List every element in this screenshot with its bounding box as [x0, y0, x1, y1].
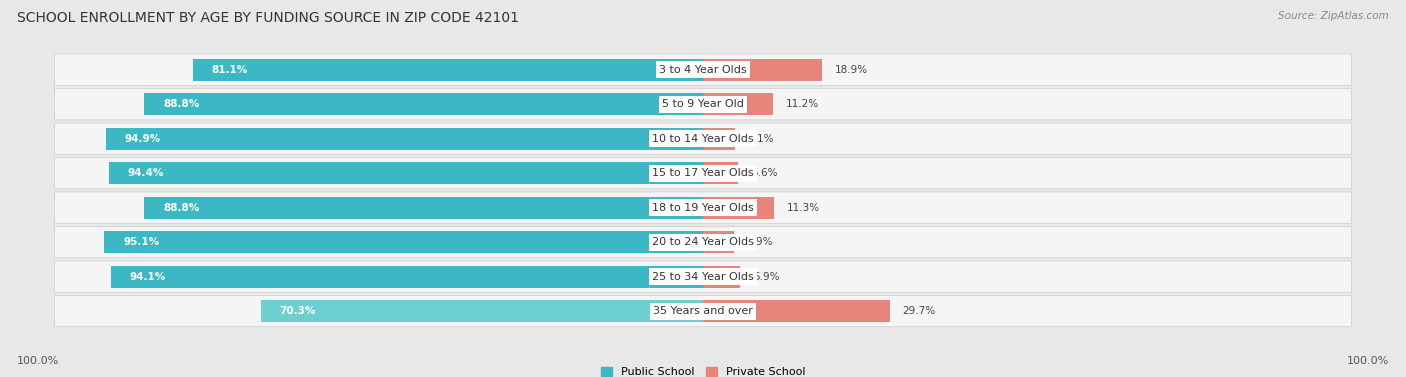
Text: 20 to 24 Year Olds: 20 to 24 Year Olds [652, 237, 754, 247]
Bar [104, 231, 703, 253]
Text: 35 Years and over: 35 Years and over [652, 306, 754, 316]
Text: 94.4%: 94.4% [128, 168, 165, 178]
Bar [145, 197, 703, 219]
Bar [703, 59, 823, 81]
Text: 94.9%: 94.9% [125, 134, 160, 144]
Bar [260, 300, 703, 322]
Text: Source: ZipAtlas.com: Source: ZipAtlas.com [1278, 11, 1389, 21]
Bar [703, 231, 734, 253]
Bar [703, 128, 735, 150]
Text: SCHOOL ENROLLMENT BY AGE BY FUNDING SOURCE IN ZIP CODE 42101: SCHOOL ENROLLMENT BY AGE BY FUNDING SOUR… [17, 11, 519, 25]
Bar [111, 266, 703, 288]
Text: 29.7%: 29.7% [903, 306, 935, 316]
FancyBboxPatch shape [55, 158, 1351, 189]
Text: 15 to 17 Year Olds: 15 to 17 Year Olds [652, 168, 754, 178]
Bar [108, 162, 703, 184]
Text: 5 to 9 Year Old: 5 to 9 Year Old [662, 99, 744, 109]
Text: 95.1%: 95.1% [124, 237, 159, 247]
Text: 88.8%: 88.8% [163, 202, 200, 213]
Text: 3 to 4 Year Olds: 3 to 4 Year Olds [659, 65, 747, 75]
Bar [145, 93, 703, 115]
Bar [105, 128, 703, 150]
Text: 11.3%: 11.3% [787, 202, 820, 213]
Bar [703, 93, 773, 115]
Text: 88.8%: 88.8% [163, 99, 200, 109]
Text: 81.1%: 81.1% [211, 65, 247, 75]
Text: 70.3%: 70.3% [280, 306, 316, 316]
Text: 100.0%: 100.0% [1347, 356, 1389, 366]
Text: 5.9%: 5.9% [752, 271, 779, 282]
Text: 94.1%: 94.1% [129, 271, 166, 282]
Text: 100.0%: 100.0% [17, 356, 59, 366]
Bar [703, 197, 775, 219]
Text: 5.6%: 5.6% [751, 168, 778, 178]
Bar [703, 162, 738, 184]
FancyBboxPatch shape [55, 123, 1351, 154]
Legend: Public School, Private School: Public School, Private School [600, 367, 806, 377]
FancyBboxPatch shape [55, 54, 1351, 85]
Text: 10 to 14 Year Olds: 10 to 14 Year Olds [652, 134, 754, 144]
Text: 18.9%: 18.9% [835, 65, 868, 75]
FancyBboxPatch shape [55, 296, 1351, 327]
Text: 25 to 34 Year Olds: 25 to 34 Year Olds [652, 271, 754, 282]
Bar [703, 266, 740, 288]
FancyBboxPatch shape [55, 89, 1351, 120]
Text: 4.9%: 4.9% [747, 237, 773, 247]
Text: 11.2%: 11.2% [786, 99, 820, 109]
Bar [193, 59, 703, 81]
FancyBboxPatch shape [55, 192, 1351, 223]
FancyBboxPatch shape [55, 261, 1351, 292]
Text: 18 to 19 Year Olds: 18 to 19 Year Olds [652, 202, 754, 213]
Bar [703, 300, 890, 322]
Text: 5.1%: 5.1% [748, 134, 775, 144]
FancyBboxPatch shape [55, 227, 1351, 258]
